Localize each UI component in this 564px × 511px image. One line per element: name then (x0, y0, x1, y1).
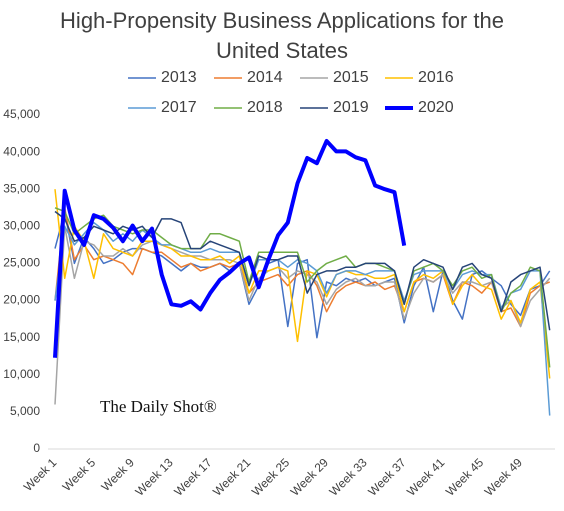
x-tick-label: Week 5 (60, 455, 99, 494)
x-tick-label: Week 45 (443, 455, 486, 498)
line-series (53, 139, 407, 358)
x-tick-label: Week 21 (210, 455, 253, 498)
x-tick-label: Week 37 (365, 455, 408, 498)
y-tick-label: 25,000 (3, 256, 40, 270)
x-tick-label: Week 9 (98, 455, 137, 494)
y-tick-label: 5,000 (10, 404, 40, 418)
line-series (54, 221, 551, 416)
x-tick-label: Week 25 (249, 455, 292, 498)
x-tick-label: Week 17 (171, 455, 214, 498)
legend-label: 2015 (333, 69, 369, 86)
line-series (54, 225, 551, 405)
legend-label: 2016 (418, 69, 454, 86)
y-tick-label: 45,000 (3, 107, 40, 121)
legend-label: 2019 (333, 99, 369, 116)
x-tick-label: Week 29 (288, 455, 331, 498)
y-tick-label: 40,000 (3, 144, 40, 158)
legend-label: 2018 (247, 99, 283, 116)
line-series (54, 210, 551, 331)
watermark: The Daily Shot® (100, 397, 217, 416)
chart-title: High-Propensity Business Applications fo… (60, 8, 504, 63)
y-tick-label: 0 (33, 441, 40, 455)
y-tick-label: 35,000 (3, 181, 40, 195)
y-tick-label: 30,000 (3, 219, 40, 233)
legend-label: 2014 (247, 69, 283, 86)
x-tick-label: Week 1 (21, 455, 60, 494)
x-tick-label: Week 13 (133, 455, 176, 498)
y-tick-label: 15,000 (3, 330, 40, 344)
y-tick-label: 20,000 (3, 293, 40, 307)
x-tick-label: Week 49 (482, 455, 525, 498)
y-tick-label: 10,000 (3, 367, 40, 381)
legend-label: 2013 (161, 69, 197, 86)
line-series (54, 189, 551, 379)
x-tick-label: Week 41 (404, 455, 447, 498)
legend-label: 2020 (418, 99, 454, 116)
legend-label: 2017 (161, 99, 197, 116)
x-tick-label: Week 33 (327, 455, 370, 498)
